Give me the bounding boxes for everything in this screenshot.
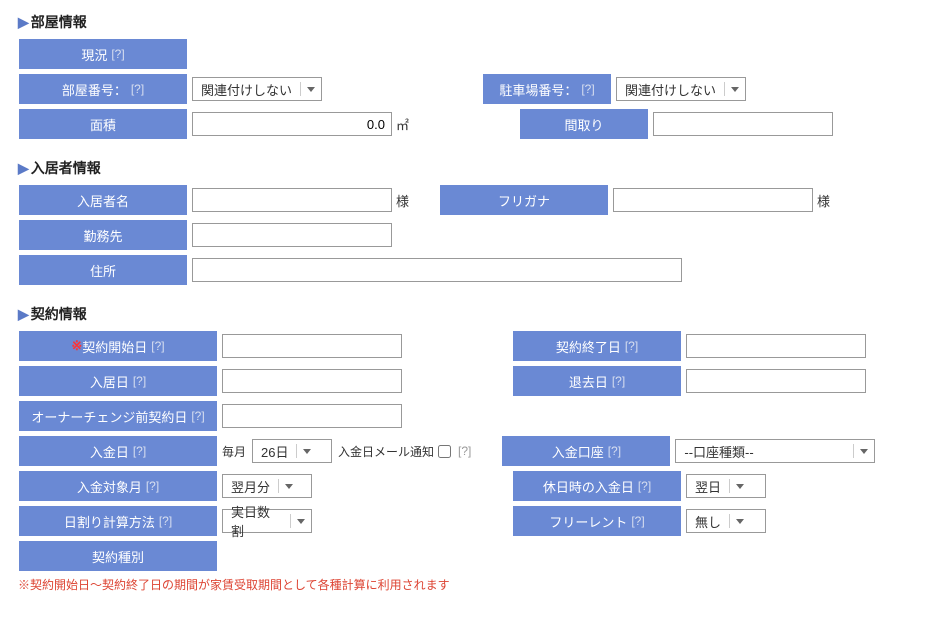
label-target: 入金対象月[?] xyxy=(18,470,218,502)
help-icon[interactable]: [?] xyxy=(159,514,172,528)
help-icon[interactable]: [?] xyxy=(133,444,146,458)
help-icon[interactable]: [?] xyxy=(191,409,204,423)
label-movein: 入居日[?] xyxy=(18,365,218,397)
label-prorate: 日割り計算方法[?] xyxy=(18,505,218,537)
help-icon[interactable]: [?] xyxy=(151,339,164,353)
section-tenant-title: ▶入居者情報 xyxy=(18,158,907,178)
label-freerent: フリーレント[?] xyxy=(512,505,682,537)
chevron-down-icon xyxy=(303,449,311,454)
label-parking-no: 駐車場番号：[?] xyxy=(482,73,612,105)
input-movein[interactable] xyxy=(222,369,402,393)
chevron-down-icon xyxy=(860,449,868,454)
label-room-no: 部屋番号：[?] xyxy=(18,73,188,105)
select-account[interactable]: --口座種類-- xyxy=(675,439,875,463)
input-start[interactable] xyxy=(222,334,402,358)
input-tenant-name[interactable] xyxy=(192,188,392,212)
label-account: 入金口座[?] xyxy=(501,435,671,467)
label-work: 勤務先 xyxy=(18,219,188,251)
label-ownerchg: オーナーチェンジ前契約日[?] xyxy=(18,400,218,432)
input-ownerchg[interactable] xyxy=(222,404,402,428)
chevron-down-icon xyxy=(285,484,293,489)
chevron-down-icon xyxy=(297,519,305,524)
label-start: ※契約開始日[?] xyxy=(18,330,218,362)
section-room: ▶部屋情報 現況[?] 部屋番号：[?] 関連付けしない 駐車場番号：[?] xyxy=(18,12,907,140)
unit-area: ㎡ xyxy=(396,115,409,134)
select-freerent[interactable]: 無し xyxy=(686,509,766,533)
help-icon[interactable]: [?] xyxy=(146,479,159,493)
select-room-no[interactable]: 関連付けしない xyxy=(192,77,322,101)
help-icon[interactable]: [?] xyxy=(581,82,594,96)
help-icon[interactable]: [?] xyxy=(458,444,471,458)
section-contract-title: ▶契約情報 xyxy=(18,304,907,324)
arrow-icon: ▶ xyxy=(18,160,29,176)
select-prorate[interactable]: 実日数割 xyxy=(222,509,312,533)
chevron-down-icon xyxy=(736,519,744,524)
label-layout: 間取り xyxy=(519,108,649,140)
label-area: 面積 xyxy=(18,108,188,140)
help-icon[interactable]: [?] xyxy=(111,47,124,61)
help-icon[interactable]: [?] xyxy=(625,339,638,353)
label-tenant-name: 入居者名 xyxy=(18,184,188,216)
input-work[interactable] xyxy=(192,223,392,247)
contract-note: ※契約開始日～契約終了日の期間が家賃受取期間として各種計算に利用されます xyxy=(18,576,907,593)
section-contract: ▶契約情報 ※契約開始日[?] 契約終了日[?] 入居日[?] 退去日[?] xyxy=(18,304,907,593)
payday-mail-label: 入金日メール通知 xyxy=(338,443,434,460)
label-end: 契約終了日[?] xyxy=(512,330,682,362)
select-parking-no[interactable]: 関連付けしない xyxy=(616,77,746,101)
label-type: 契約種別 xyxy=(18,540,218,572)
label-payday: 入金日[?] xyxy=(18,435,218,467)
payday-prefix: 毎月 xyxy=(222,443,246,460)
help-icon[interactable]: [?] xyxy=(631,514,644,528)
input-layout[interactable] xyxy=(653,112,833,136)
help-icon[interactable]: [?] xyxy=(638,479,651,493)
label-status: 現況[?] xyxy=(18,38,188,70)
help-icon[interactable]: [?] xyxy=(608,444,621,458)
input-end[interactable] xyxy=(686,334,866,358)
suffix-sama: 様 xyxy=(396,191,409,210)
input-kana[interactable] xyxy=(613,188,813,212)
help-icon[interactable]: [?] xyxy=(612,374,625,388)
chevron-down-icon xyxy=(307,87,315,92)
select-payday[interactable]: 26日 xyxy=(252,439,332,463)
help-icon[interactable]: [?] xyxy=(131,82,144,96)
chevron-down-icon xyxy=(736,484,744,489)
chevron-down-icon xyxy=(731,87,739,92)
input-addr[interactable] xyxy=(192,258,682,282)
label-kana: フリガナ xyxy=(439,184,609,216)
help-icon[interactable]: [?] xyxy=(133,374,146,388)
arrow-icon: ▶ xyxy=(18,306,29,322)
select-target[interactable]: 翌月分 xyxy=(222,474,312,498)
suffix-sama: 様 xyxy=(817,191,830,210)
section-room-title: ▶部屋情報 xyxy=(18,12,907,32)
checkbox-payday-mail[interactable] xyxy=(438,445,451,458)
section-tenant: ▶入居者情報 入居者名 様 フリガナ 様 勤務先 住所 xyxy=(18,158,907,286)
label-holiday: 休日時の入金日[?] xyxy=(512,470,682,502)
input-moveout[interactable] xyxy=(686,369,866,393)
input-area[interactable] xyxy=(192,112,392,136)
label-addr: 住所 xyxy=(18,254,188,286)
label-moveout: 退去日[?] xyxy=(512,365,682,397)
select-holiday[interactable]: 翌日 xyxy=(686,474,766,498)
arrow-icon: ▶ xyxy=(18,14,29,30)
